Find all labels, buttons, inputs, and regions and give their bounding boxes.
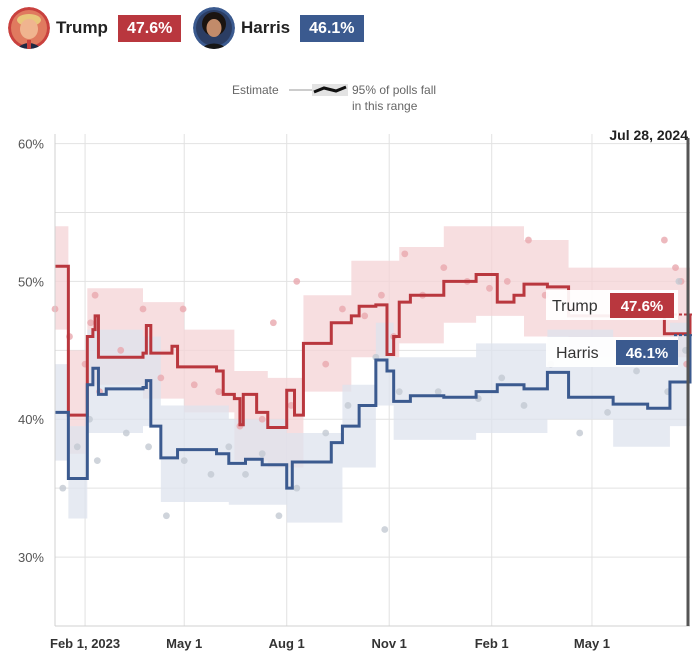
x-tick-label: May 1 [166,636,202,651]
current-date-label: Jul 28, 2024 [609,127,688,143]
trump-end-label-badge [610,293,674,318]
trump-estimate-line [55,264,692,430]
trump-poll-dot [87,319,95,327]
harris-poll-dot [207,470,215,478]
harris-poll-dot [344,402,352,409]
harris-end-label-name: Harris [556,345,599,362]
harris-poll-dot [498,374,506,382]
harris-poll-dot [225,443,233,451]
harris-poll-dot [322,429,330,437]
trump-poll-dot [190,381,198,389]
trump-poll-dot [258,415,266,423]
trump-poll-dot [139,305,147,313]
chart-legend: Estimate 95% of polls fall in this range [232,83,436,113]
trump-poll-dot [117,346,125,354]
harris-poll-dot [434,388,442,396]
harris-poll-dot [675,278,683,285]
trump-name: Trump [56,18,108,37]
harris-poll-dot [93,457,101,464]
candidate-trump: Trump 47.6% [8,6,182,50]
end-labels: Trump 47.6% Harris 46.1% [546,290,678,367]
harris-end-label-pct: 46.1% [626,345,669,362]
y-tick-label: 40% [18,412,44,427]
trump-poll-dot [672,264,679,272]
harris-poll-dot [395,388,403,396]
trump-poll-dot [91,291,99,299]
trump-avatar [8,7,50,49]
harris-poll-dot [520,402,528,409]
trump-poll-dot [486,284,493,292]
harris-poll-dot [275,512,283,520]
trump-poll-dot [525,236,532,244]
harris-avatar [193,7,235,49]
x-tick-label: Aug 1 [269,636,305,651]
trump-poll-dot [440,264,448,272]
current-date-marker: Jul 28, 2024 [609,127,690,626]
harris-name: Harris [241,18,291,37]
candidate-header: Trump 47.6% Harris 46.1% [0,0,700,56]
harris-poll-dot [180,457,188,464]
trump-poll-dot [179,305,187,313]
legend-estimate-swatch [313,85,347,94]
harris-poll-dot [59,484,67,492]
trump-poll-dot [378,291,385,299]
x-tick-label: Nov 1 [372,636,407,651]
harris-estimate-line [55,335,692,490]
x-tick-label: May 1 [574,636,610,651]
candidate-harris: Harris 46.1% [193,6,364,50]
harris-pct-badge: 46.1% [300,14,364,42]
harris-poll-dot [604,408,611,416]
harris-poll-dot [145,443,152,451]
legend-estimate-label: Estimate [232,83,279,97]
harris-poll-dot [381,526,389,533]
trump-poll-dot [215,388,223,396]
trump-end-label-pct: 47.6% [621,298,664,315]
trump-poll-dot [401,250,409,258]
trump-poll-dot [660,236,668,244]
trump-poll-dot [503,278,511,285]
harris-portrait-icon [193,7,235,49]
harris-end-label-badge [616,340,678,365]
harris-poll-dot [576,429,584,437]
harris-poll-dot [122,429,130,437]
trump-poll-dot [269,319,277,327]
trump-pct-badge: 47.6% [117,14,182,42]
harris-poll-dot [242,470,249,478]
y-tick-label: 50% [18,274,44,289]
y-tick-label: 60% [18,137,44,152]
trump-portrait-icon [8,7,50,49]
trump-poll-dot [287,402,295,409]
legend-range-label-2: in this range [352,99,418,113]
trump-end-label-name: Trump [552,298,598,315]
axes: 30% 40% 50% 60% Feb 1, 2023 May 1 Aug 1 Nov 1 Fe… [18,134,690,651]
confidence-bands [55,226,690,523]
x-tick-label: Feb 1, 2023 [50,636,120,651]
harris-poll-dot [73,443,81,451]
trump-poll-dot [293,278,301,285]
trump-poll-dot [322,360,330,368]
x-tick-label: Feb 1 [475,636,509,651]
trump-poll-dot [157,374,165,382]
y-tick-label: 30% [18,550,44,565]
estimate-lines [55,264,694,490]
harris-poll-dot [258,450,266,458]
trump-poll-dot [361,312,369,320]
harris-poll-dot [163,512,170,520]
polling-chart: 30% 40% 50% 60% Feb 1, 2023 May 1 Aug 1 Nov 1 Fe… [18,127,694,651]
poll-dots [51,236,691,533]
harris-poll-dot [293,484,301,492]
trump-poll-dot [339,305,346,313]
harris-poll-dot [633,367,640,375]
legend-range-label-1: 95% of polls fall [352,83,436,97]
